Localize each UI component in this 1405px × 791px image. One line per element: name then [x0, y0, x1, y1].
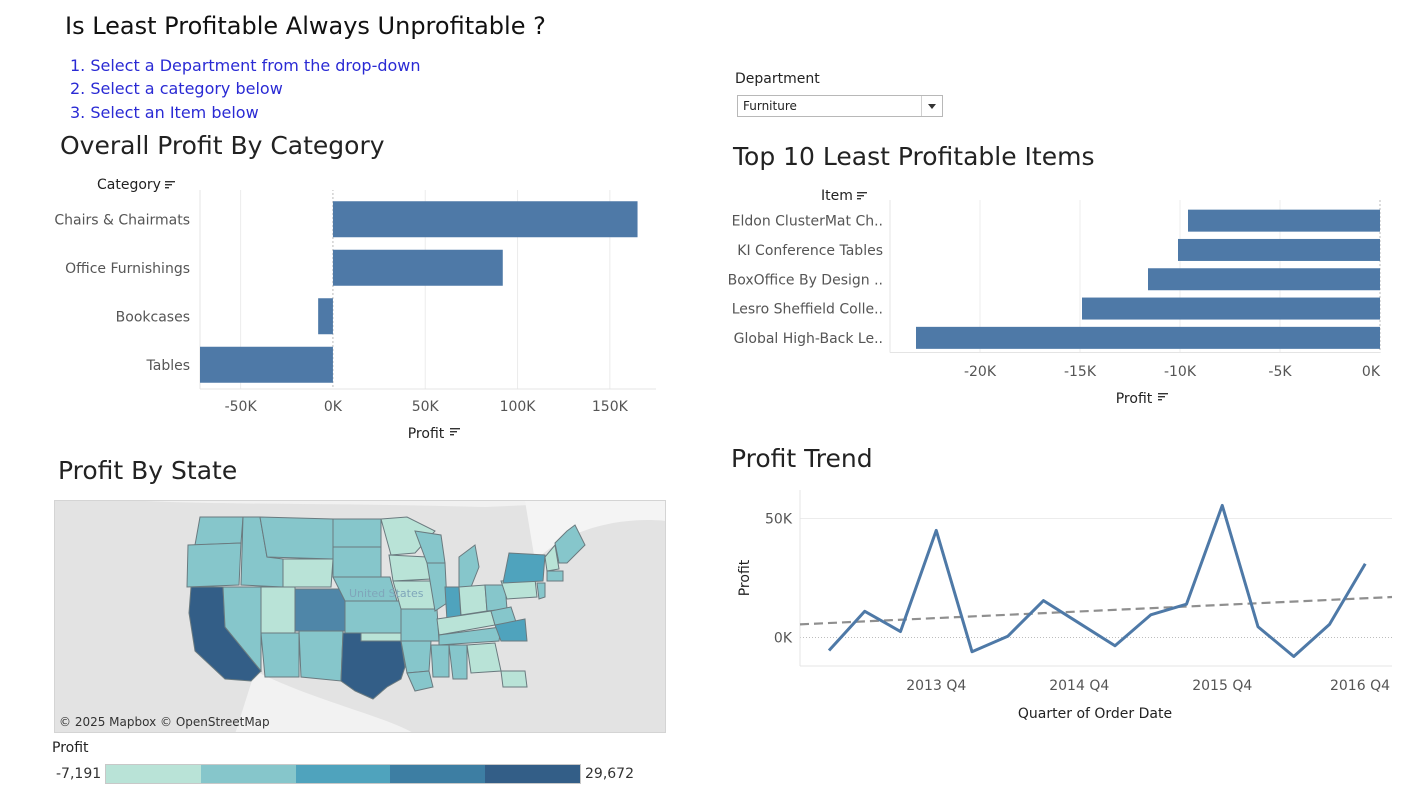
category-label: Tables: [146, 358, 191, 374]
x-tick-label: 2014 Q4: [1049, 678, 1109, 694]
tick-label: -10K: [1164, 364, 1197, 380]
y-tick-label: 0K: [774, 630, 793, 646]
profit-series-line: [827, 503, 1367, 658]
item-label: Lesro Sheffield Colle..: [732, 302, 883, 318]
axis-title-label: Profit: [1116, 391, 1153, 407]
bar: [200, 346, 333, 383]
axis-title-label: Profit: [408, 426, 445, 442]
item-label: Eldon ClusterMat Ch..: [732, 214, 883, 230]
category-label: Bookcases: [116, 309, 190, 325]
map-country-label: United States: [349, 587, 424, 600]
data-point: [1149, 613, 1153, 617]
chevron-down-icon[interactable]: [921, 96, 942, 116]
tick-label: -20K: [964, 364, 997, 380]
legend-swatch: [106, 765, 201, 783]
bar: [1178, 238, 1380, 261]
x-tick-label: 2016 Q4: [1330, 678, 1390, 694]
tick-label: 150K: [592, 399, 629, 415]
trend-chart-title: Profit Trend: [731, 444, 873, 473]
tick-label: 0K: [1362, 364, 1381, 380]
x-axis-title: Quarter of Order Date: [1018, 706, 1172, 722]
data-point: [863, 609, 867, 613]
bar: [332, 249, 503, 286]
color-legend: [105, 764, 581, 784]
department-dropdown[interactable]: Furniture: [737, 95, 943, 117]
y-tick-label: 50K: [765, 512, 793, 528]
data-point: [1256, 625, 1260, 629]
category-label: Chairs & Chairmats: [54, 212, 190, 228]
legend-max-value: 29,672: [585, 766, 634, 782]
instruction-3: 3. Select an Item below: [70, 103, 259, 122]
page-title: Is Least Profitable Always Unprofitable …: [65, 12, 546, 40]
legend-swatch: [295, 765, 391, 783]
category-profit-chart: Chairs & Chairmats Office Furnishings Book…: [54, 190, 656, 442]
y-axis-title: Profit: [737, 559, 753, 596]
bar: [318, 298, 333, 335]
bar: [1188, 209, 1380, 232]
axis-title: Profit: [1116, 391, 1153, 407]
sort-icon[interactable]: [164, 181, 175, 189]
item-header[interactable]: Item: [821, 188, 867, 204]
data-point: [1006, 634, 1010, 638]
item-label: KI Conference Tables: [737, 243, 883, 259]
item-label: Global High-Back Le..: [734, 331, 883, 347]
x-tick-label: 2015 Q4: [1192, 678, 1252, 694]
tick-label: -5K: [1268, 364, 1292, 380]
data-point: [1185, 602, 1189, 606]
legend-min-value: -7,191: [56, 766, 102, 782]
data-point: [1113, 644, 1117, 648]
tick-label: -50K: [225, 399, 258, 415]
bar: [916, 326, 1380, 349]
data-point: [1077, 621, 1081, 625]
category-label: Office Furnishings: [65, 261, 190, 277]
item-label: BoxOffice By Design ..: [728, 272, 883, 288]
data-point: [934, 528, 938, 532]
items-profit-chart: Eldon ClusterMat Ch.. KI Conference Table…: [728, 200, 1381, 407]
data-point: [827, 649, 831, 653]
category-chart-title: Overall Profit By Category: [60, 131, 385, 160]
instruction-2: 2. Select a category below: [70, 79, 283, 98]
us-map[interactable]: United States: [55, 501, 666, 733]
tick-label: 50K: [412, 399, 440, 415]
data-point: [1220, 503, 1224, 507]
map-title: Profit By State: [58, 456, 238, 485]
axis-title: Profit: [408, 426, 445, 442]
data-point: [1363, 562, 1367, 566]
tick-label: -15K: [1064, 364, 1097, 380]
department-dropdown-value: Furniture: [743, 99, 797, 113]
department-filter-label: Department: [735, 71, 820, 87]
sort-icon[interactable]: [450, 428, 460, 436]
tick-label: 0K: [324, 399, 343, 415]
instruction-1: 1. Select a Department from the drop-dow…: [70, 56, 421, 75]
data-point: [1042, 599, 1046, 603]
data-point: [1328, 622, 1332, 626]
profit-trend-chart: 0K 50K 2013 Q4 2014 Q4 2015 Q4 2016 Q4 Quarter…: [737, 490, 1393, 722]
items-chart-title: Top 10 Least Profitable Items: [733, 142, 1095, 171]
legend-swatch: [485, 765, 580, 783]
legend-swatch: [200, 765, 296, 783]
legend-title: Profit: [52, 740, 89, 756]
bar: [332, 201, 638, 238]
sort-icon[interactable]: [856, 192, 867, 200]
category-header[interactable]: Category: [97, 177, 175, 193]
x-tick-label: 2013 Q4: [906, 678, 966, 694]
category-header-label: Category: [97, 177, 161, 193]
legend-swatch: [390, 765, 486, 783]
data-point: [1292, 654, 1296, 658]
data-point: [899, 630, 903, 634]
profit-map[interactable]: United States © 2025 Mapbox © OpenStreet…: [54, 500, 666, 733]
item-header-label: Item: [821, 188, 853, 204]
data-point: [970, 650, 974, 654]
tick-label: 100K: [500, 399, 537, 415]
map-credit: © 2025 Mapbox © OpenStreetMap: [59, 715, 270, 729]
sort-icon[interactable]: [1158, 393, 1168, 401]
bar: [1082, 297, 1380, 320]
bar: [1148, 268, 1380, 291]
trend-line: [799, 595, 1393, 626]
